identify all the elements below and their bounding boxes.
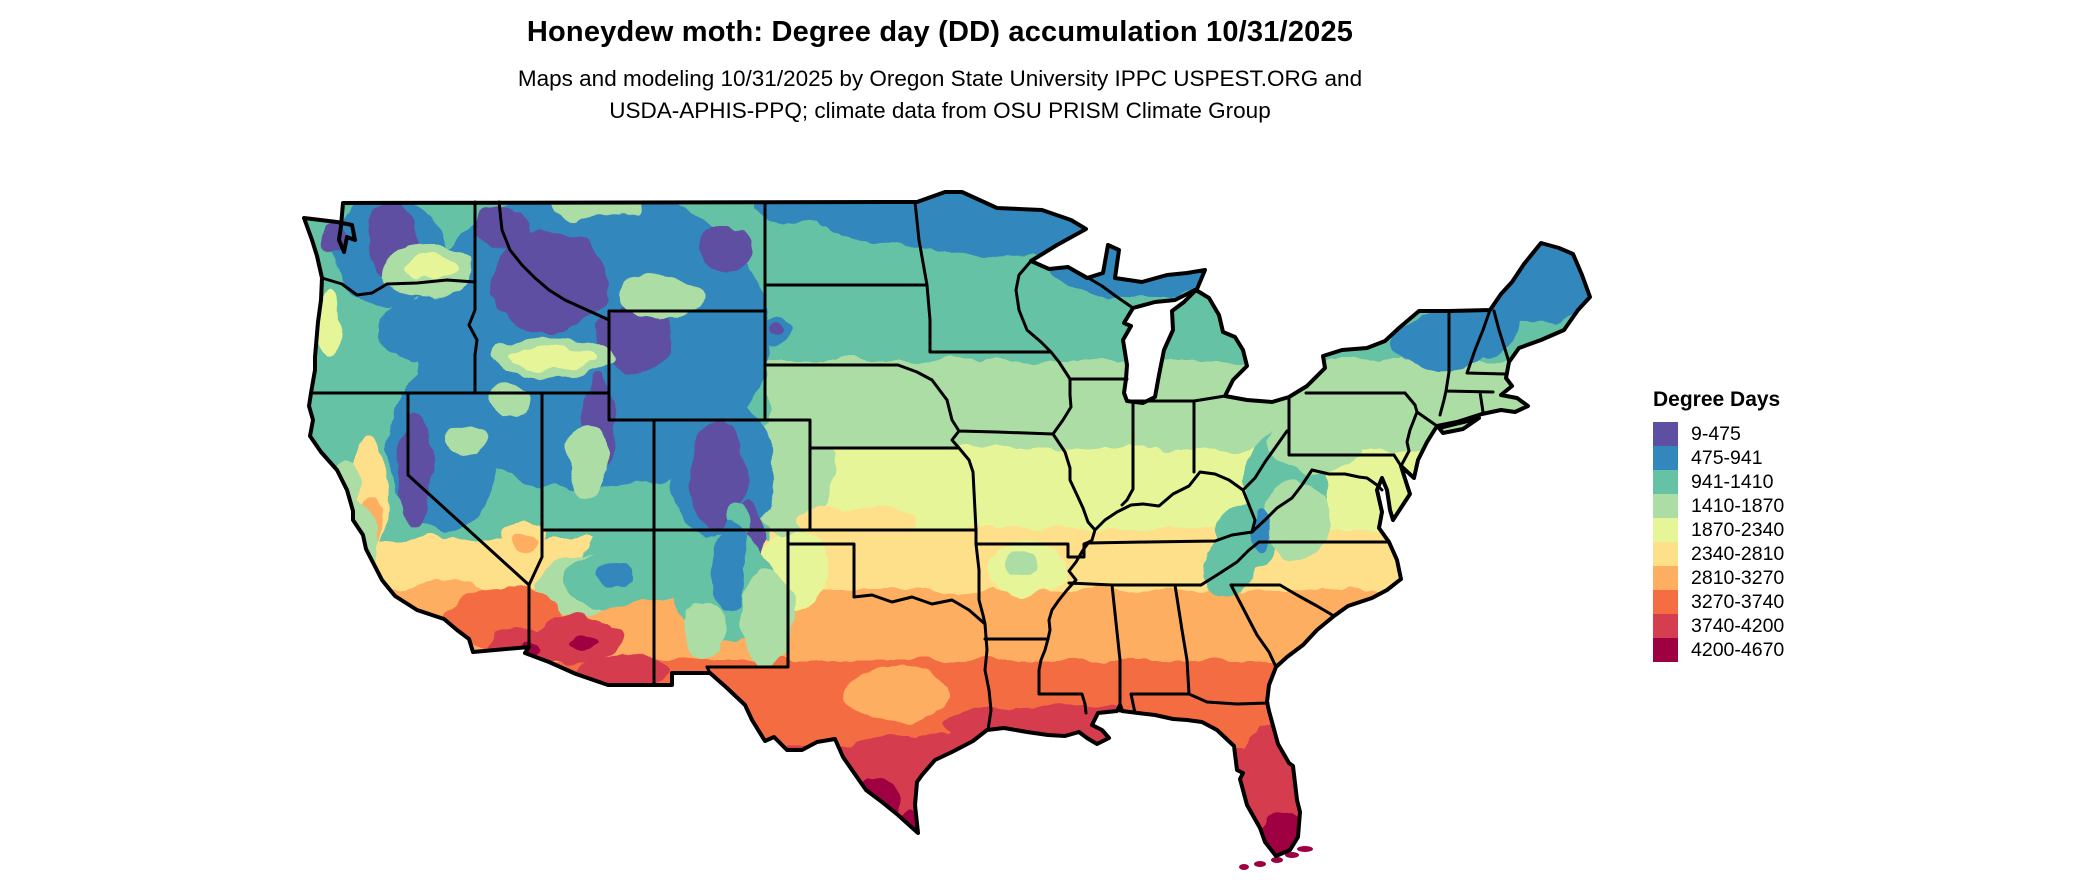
dd-class-shape — [770, 321, 784, 333]
dd-class-shape — [683, 600, 727, 660]
map-header: Honeydew moth: Degree day (DD) accumulat… — [240, 16, 1640, 127]
dd-class-shape — [739, 570, 795, 666]
dd-class-shape — [1441, 292, 1521, 356]
legend-swatch — [1653, 566, 1678, 590]
dd-class-shape — [567, 424, 607, 500]
dd-class-shape — [398, 417, 432, 527]
legend: Degree Days 9-475 475-941 941-1410 1410-187… — [1653, 388, 1784, 662]
legend-item-3740-4200: 3740-4200 — [1653, 614, 1784, 638]
legend-swatch — [1653, 494, 1678, 518]
dd-class-shape — [1263, 480, 1331, 560]
dd-class-shape — [506, 347, 598, 369]
dd-class-shape — [555, 192, 639, 220]
legend-item-9-475: 9-475 — [1653, 422, 1784, 446]
legend-rows: 9-475 475-941 941-1410 1410-1870 1870-2340 23… — [1653, 422, 1784, 662]
dd-class-shape — [755, 192, 879, 224]
dd-class-shape — [1297, 846, 1313, 852]
dd-class-shape — [847, 667, 947, 723]
dd-class-shape — [571, 634, 597, 650]
dd-class-shape — [1003, 552, 1039, 576]
dd-class-shape — [513, 532, 537, 548]
dd-class-shape — [319, 290, 341, 354]
dd-class-shape — [699, 226, 751, 270]
legend-label: 941-1410 — [1691, 470, 1774, 493]
us-outline — [302, 190, 1592, 858]
legend-swatch — [1653, 518, 1678, 542]
legend-swatch — [1653, 590, 1678, 614]
legend-label: 4200-4670 — [1691, 638, 1785, 661]
legend-item-2340-2810: 2340-2810 — [1653, 542, 1784, 566]
dd-class-shape — [713, 523, 745, 613]
legend-label: 3270-3740 — [1691, 590, 1785, 613]
legend-label: 2340-2810 — [1691, 542, 1785, 565]
legend-swatch — [1653, 614, 1678, 638]
dd-raster-field — [304, 192, 1590, 856]
legend-item-475-941: 475-941 — [1653, 446, 1784, 470]
dd-class-shape — [597, 304, 673, 372]
dd-class-shape — [445, 426, 489, 458]
map-subtitle-line1: Maps and modeling 10/31/2025 by Oregon S… — [517, 66, 1363, 91]
dd-class-shape — [491, 230, 607, 334]
dd-class-shape — [1239, 864, 1249, 870]
dd-class-shape — [375, 302, 459, 362]
dd-class-shape — [404, 255, 460, 281]
legend-item-3270-3740: 3270-3740 — [1653, 590, 1784, 614]
legend-item-1410-1870: 1410-1870 — [1653, 494, 1784, 518]
us-degree-day-map — [297, 190, 1597, 880]
dd-raster-clip — [304, 192, 1590, 856]
dd-class-shape — [620, 276, 704, 320]
dd-class-shape — [797, 506, 917, 538]
state-borders — [309, 200, 1511, 732]
dd-class-shape — [1271, 857, 1283, 863]
us-map-svg — [302, 190, 1592, 870]
legend-label: 475-941 — [1691, 446, 1763, 469]
legend-title: Degree Days — [1653, 388, 1781, 411]
legend-swatch — [1653, 446, 1678, 470]
legend-item-4200-4670: 4200-4670 — [1653, 638, 1784, 662]
map-title: Honeydew moth: Degree day (DD) accumulat… — [526, 16, 1354, 48]
legend-swatch — [1653, 422, 1678, 446]
legend-label: 1410-1870 — [1691, 494, 1785, 517]
florida-keys-islets — [1239, 846, 1313, 870]
map-subtitle: Maps and modeling 10/31/2025 by Oregon S… — [240, 63, 1640, 127]
dd-class-shape — [593, 562, 637, 586]
legend-item-2810-3270: 2810-3270 — [1653, 566, 1784, 590]
legend-swatch — [1653, 638, 1678, 662]
dd-class-shape — [304, 745, 1590, 856]
legend-label: 2810-3270 — [1691, 566, 1785, 589]
map-subtitle-line2: USDA-APHIS-PPQ; climate data from OSU PR… — [609, 97, 1271, 123]
dd-class-shape — [1254, 861, 1266, 867]
legend-label: 1870-2340 — [1691, 518, 1785, 541]
dd-class-shape — [1285, 852, 1299, 858]
dd-class-shape — [492, 386, 532, 414]
legend-swatch — [1653, 542, 1678, 566]
dd-class-shape — [1269, 416, 1365, 472]
legend-label: 9-475 — [1691, 422, 1741, 445]
legend-item-941-1410: 941-1410 — [1653, 470, 1784, 494]
legend-item-1870-2340: 1870-2340 — [1653, 518, 1784, 542]
legend-label: 3740-4200 — [1691, 614, 1785, 637]
legend-swatch — [1653, 470, 1678, 494]
